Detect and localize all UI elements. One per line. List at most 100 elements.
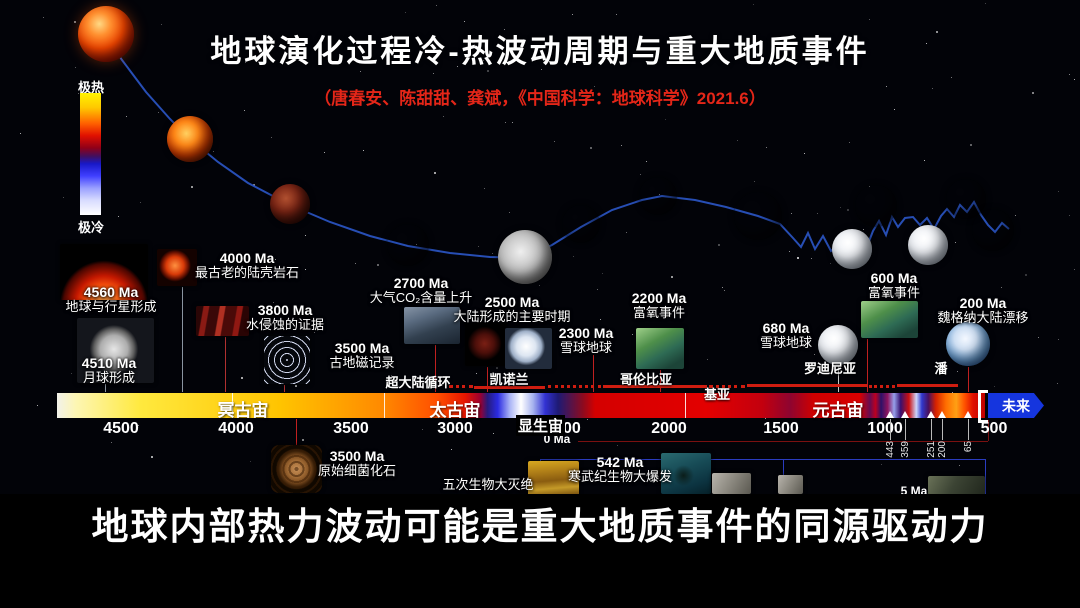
- star: [881, 464, 882, 465]
- star: [765, 418, 766, 419]
- event-age: 3800 Ma: [257, 302, 313, 318]
- extinction-age: 443: [885, 441, 896, 458]
- star: [869, 19, 870, 20]
- colorbar-hot-label: 极热: [77, 80, 104, 95]
- event-name: 雪球地球: [759, 335, 813, 350]
- event-image-clouds: [404, 307, 460, 344]
- star: [457, 427, 459, 429]
- temperature-colorbar: [80, 93, 101, 215]
- star: [554, 141, 555, 142]
- axis-tick: 2000: [651, 420, 687, 437]
- supercontinent-label: 基亚: [703, 387, 731, 402]
- supercontinent-label: 凯诺兰: [489, 372, 529, 387]
- event-name: 地球与行星形成: [65, 299, 157, 314]
- star: [363, 150, 364, 151]
- star: [213, 151, 214, 152]
- star: [573, 256, 574, 257]
- extinction-triangle: [927, 411, 935, 418]
- extinction-age: 200: [937, 441, 948, 458]
- star: [602, 273, 603, 274]
- planet-earthcloud: [946, 322, 990, 366]
- event-label: 2700 Ma 大气CO₂含量上升: [370, 276, 473, 305]
- supercontinent-dotted-line: [449, 385, 473, 388]
- star: [753, 4, 754, 5]
- event-label: 680 Ma 雪球地球: [760, 321, 812, 350]
- extinction-triangle: [886, 411, 894, 418]
- event-name: 富氧事件: [632, 305, 686, 320]
- star: [1032, 92, 1034, 94]
- supercontinent-label: 潘: [934, 361, 948, 376]
- star: [302, 439, 304, 441]
- star: [600, 319, 601, 320]
- axis-tick: 3000: [437, 420, 473, 437]
- star: [617, 445, 618, 446]
- connector-line: [225, 337, 226, 392]
- star: [118, 216, 119, 217]
- star: [814, 354, 815, 355]
- event-label: 3500 Ma 原始细菌化石: [318, 449, 396, 478]
- star: [305, 269, 306, 270]
- event-name: 魏格纳大陆漂移: [937, 310, 1029, 325]
- star: [640, 174, 641, 175]
- event-image-strata: [528, 461, 579, 496]
- event-name: 雪球地球: [559, 340, 613, 355]
- star: [140, 202, 141, 203]
- star: [789, 251, 790, 252]
- event-image-fossil: [271, 445, 322, 493]
- star: [158, 112, 159, 113]
- event-label: 4000 Ma 最古老的陆壳岩石: [195, 251, 299, 280]
- star: [786, 60, 787, 61]
- extinction-triangle: [938, 411, 946, 418]
- extinction-leader: [905, 419, 906, 440]
- event-age: 4000 Ma: [219, 250, 275, 266]
- supercontinent-underline: [747, 384, 867, 387]
- eon-label: 元古宙: [812, 401, 864, 420]
- event-label: 五次生物大灭绝: [442, 477, 533, 492]
- star: [272, 42, 273, 43]
- star: [932, 88, 933, 89]
- connector-line: [435, 345, 436, 392]
- event-age: 2700 Ma: [393, 275, 449, 291]
- star: [253, 184, 255, 186]
- connector-line: [838, 366, 839, 392]
- colorbar-cold-label: 极冷: [77, 220, 104, 235]
- star: [245, 62, 246, 63]
- star: [493, 433, 494, 434]
- star: [487, 70, 489, 72]
- star: [539, 285, 540, 286]
- star: [936, 31, 938, 33]
- eon-label: 太古宙: [429, 401, 481, 420]
- event-name: 寒武纪生物大爆发: [567, 469, 673, 484]
- axis-tick: 3500: [333, 420, 369, 437]
- supercontinent-underline: [603, 385, 707, 388]
- star: [587, 419, 588, 420]
- star: [295, 385, 297, 387]
- star: [863, 229, 864, 230]
- planet-olive: [855, 185, 897, 227]
- event-label: 2200 Ma 富氧事件: [632, 291, 686, 320]
- future-label: 未来: [1002, 397, 1030, 414]
- star: [955, 242, 956, 243]
- star: [63, 197, 64, 198]
- planet-olive: [639, 177, 677, 215]
- event-age: 2300 Ma: [558, 325, 614, 341]
- planet-earth: [972, 209, 1014, 251]
- star: [926, 43, 927, 44]
- event-image-hemisphere: [60, 244, 148, 300]
- page-title: 地球演化过程冷-热波动周期与重大地质事件: [210, 34, 870, 69]
- star: [952, 392, 953, 393]
- star: [646, 49, 647, 50]
- event-age: 2200 Ma: [631, 290, 687, 306]
- star: [1001, 287, 1002, 288]
- star: [791, 213, 792, 214]
- star: [724, 290, 725, 291]
- star: [20, 133, 21, 134]
- planet-earth: [387, 224, 429, 266]
- star: [405, 12, 406, 13]
- event-image-moonimg: [77, 318, 154, 383]
- star: [275, 259, 276, 260]
- bar-divider: [384, 393, 385, 418]
- star: [737, 140, 738, 141]
- star: [609, 329, 610, 330]
- extinction-leader: [968, 419, 969, 440]
